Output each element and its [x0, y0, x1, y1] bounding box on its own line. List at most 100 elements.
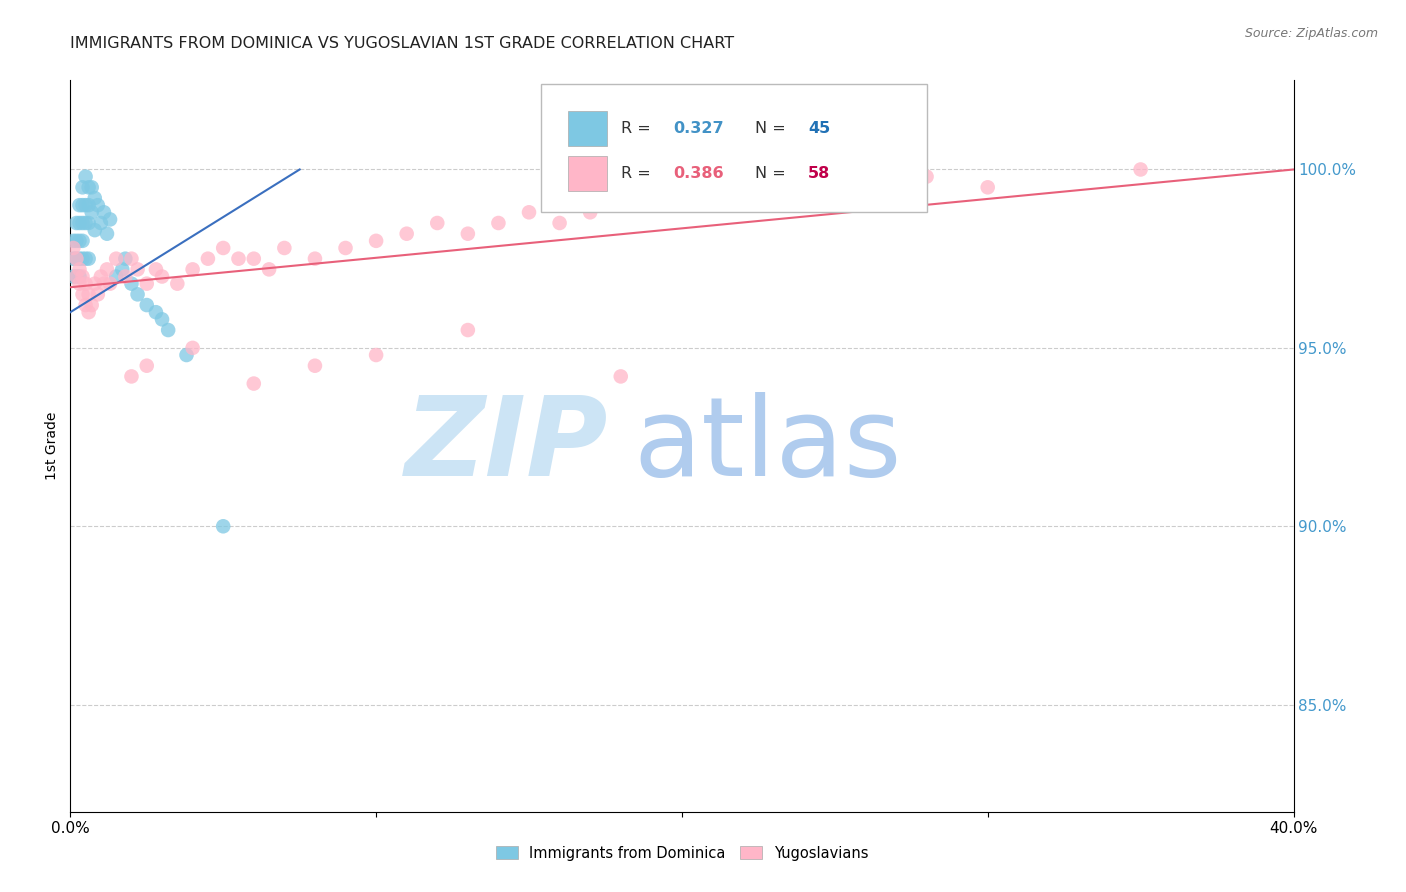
- Point: [98, 277, 121, 291]
- Point: [181, 262, 204, 277]
- Point: [488, 216, 510, 230]
- Point: [77, 287, 100, 301]
- Point: [72, 287, 94, 301]
- Bar: [568, 156, 607, 192]
- Point: [87, 287, 110, 301]
- Point: [176, 348, 198, 362]
- Point: [257, 262, 280, 277]
- Point: [90, 269, 112, 284]
- Legend: Immigrants from Dominica, Yugoslavians: Immigrants from Dominica, Yugoslavians: [489, 840, 875, 867]
- Y-axis label: 1st Grade: 1st Grade: [45, 412, 59, 480]
- Point: [69, 198, 91, 212]
- Point: [72, 216, 94, 230]
- Point: [121, 369, 143, 384]
- Point: [69, 269, 91, 284]
- Point: [366, 234, 388, 248]
- Point: [145, 305, 167, 319]
- Point: [75, 298, 97, 312]
- Point: [75, 216, 97, 230]
- Point: [93, 205, 115, 219]
- Point: [135, 359, 157, 373]
- Point: [212, 241, 235, 255]
- Point: [62, 252, 84, 266]
- Text: ZIP: ZIP: [405, 392, 609, 500]
- Text: 58: 58: [808, 167, 830, 181]
- Point: [127, 287, 149, 301]
- Point: [98, 212, 121, 227]
- Point: [517, 205, 540, 219]
- Text: R =: R =: [621, 167, 655, 181]
- Point: [824, 180, 846, 194]
- Point: [77, 198, 100, 212]
- Point: [96, 227, 118, 241]
- Point: [150, 269, 173, 284]
- Point: [243, 376, 266, 391]
- Point: [366, 348, 388, 362]
- Point: [114, 269, 136, 284]
- Point: [65, 269, 87, 284]
- Point: [65, 252, 87, 266]
- Point: [75, 252, 97, 266]
- Point: [150, 312, 173, 326]
- Point: [77, 180, 100, 194]
- Point: [610, 369, 633, 384]
- Point: [166, 277, 188, 291]
- Point: [75, 169, 97, 184]
- Point: [75, 198, 97, 212]
- Point: [145, 262, 167, 277]
- Point: [72, 252, 94, 266]
- Bar: [568, 111, 607, 146]
- Point: [426, 216, 449, 230]
- Point: [77, 252, 100, 266]
- Point: [579, 205, 602, 219]
- Point: [75, 277, 97, 291]
- Point: [83, 191, 105, 205]
- Point: [121, 252, 143, 266]
- Text: N =: N =: [755, 121, 792, 136]
- Text: N =: N =: [755, 167, 792, 181]
- Point: [83, 223, 105, 237]
- Point: [127, 262, 149, 277]
- Text: 0.327: 0.327: [673, 121, 724, 136]
- Point: [105, 252, 128, 266]
- Point: [65, 234, 87, 248]
- Point: [228, 252, 250, 266]
- Point: [105, 269, 128, 284]
- Point: [96, 262, 118, 277]
- Point: [548, 216, 571, 230]
- Point: [671, 191, 693, 205]
- Text: Source: ZipAtlas.com: Source: ZipAtlas.com: [1244, 27, 1378, 40]
- Point: [335, 241, 357, 255]
- Text: 0.386: 0.386: [673, 167, 724, 181]
- Point: [69, 277, 91, 291]
- Point: [181, 341, 204, 355]
- Point: [72, 180, 94, 194]
- Point: [69, 262, 91, 277]
- Point: [1129, 162, 1152, 177]
- Text: 45: 45: [808, 121, 830, 136]
- Point: [212, 519, 235, 533]
- Point: [733, 180, 755, 194]
- Point: [121, 277, 143, 291]
- Point: [915, 169, 938, 184]
- Point: [114, 252, 136, 266]
- Point: [69, 234, 91, 248]
- Text: R =: R =: [621, 121, 655, 136]
- Point: [457, 323, 479, 337]
- Point: [111, 262, 134, 277]
- Point: [65, 269, 87, 284]
- Point: [87, 198, 110, 212]
- Point: [80, 298, 103, 312]
- Point: [457, 227, 479, 241]
- Text: IMMIGRANTS FROM DOMINICA VS YUGOSLAVIAN 1ST GRADE CORRELATION CHART: IMMIGRANTS FROM DOMINICA VS YUGOSLAVIAN …: [70, 36, 734, 51]
- Point: [77, 305, 100, 319]
- Point: [93, 277, 115, 291]
- Point: [65, 216, 87, 230]
- Point: [72, 234, 94, 248]
- Point: [610, 198, 633, 212]
- Point: [80, 180, 103, 194]
- Point: [304, 252, 326, 266]
- Point: [62, 241, 84, 255]
- Point: [273, 241, 295, 255]
- Point: [135, 277, 157, 291]
